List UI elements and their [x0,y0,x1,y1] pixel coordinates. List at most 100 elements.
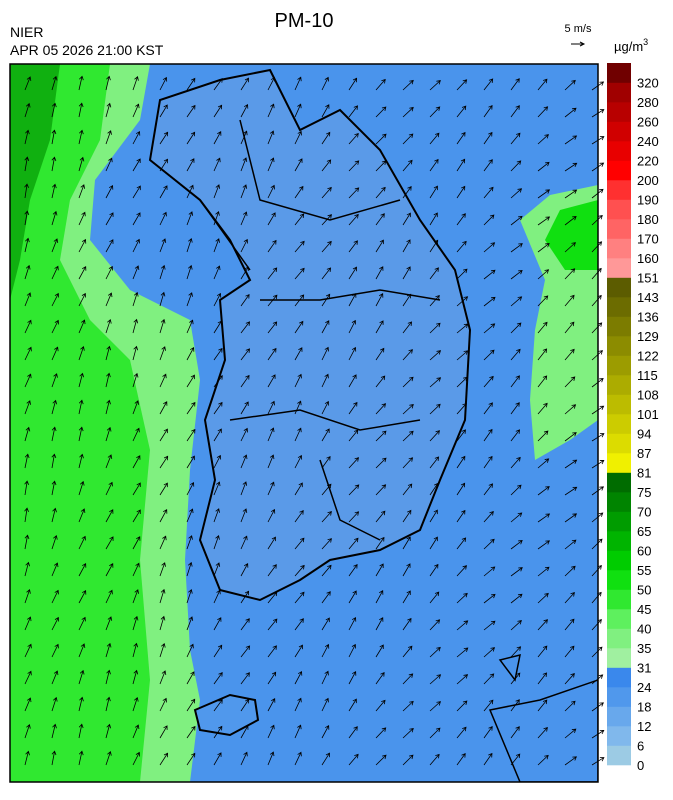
wind-arrow [213,454,222,469]
wind-arrow [510,753,521,766]
wind-arrow [51,319,59,334]
wind-arrow [240,751,248,766]
wind-arrow [132,291,139,307]
wind-arrow [240,130,248,145]
wind-arrow [510,429,521,442]
wind-arrow [456,213,466,226]
wind-arrow [483,296,496,307]
wind-arrow [132,615,139,631]
wind-arrow [51,616,60,631]
wind-arrow [294,697,302,712]
wind-arrow [321,214,332,226]
wind-arrow [537,727,548,739]
wind-arrow [213,752,222,766]
wind-arrow [456,158,466,172]
wind-arrow [267,212,276,226]
wind-arrow [375,78,386,91]
wind-arrow [105,589,113,604]
colorbar-segment [607,82,631,103]
wind-arrow [78,723,84,739]
wind-arrow [537,540,550,550]
wind-arrow [402,106,414,118]
wind-arrow [78,156,85,172]
wind-arrow [321,538,332,550]
wind-arrow [159,670,167,685]
wind-arrow [78,535,86,550]
wind-arrow [105,184,114,199]
wind-arrow [159,615,166,631]
wind-arrow [186,374,195,388]
wind-arrow [186,237,193,253]
colorbar-tick-label: 35 [637,641,651,656]
wind-arrow [132,536,141,550]
wind-arrow [294,103,302,118]
wind-arrow [294,320,304,334]
wind-arrow [591,322,603,334]
colorbar-segment [607,745,631,766]
colorbar-tick-label: 260 [637,115,659,130]
wind-arrow [24,373,32,388]
colorbar-segment [607,394,631,415]
wind-arrow [564,79,576,91]
wind-arrow [186,346,195,361]
wind-arrow [105,292,113,307]
wind-arrow [132,345,139,361]
colorbar-tick-label: 101 [637,407,659,422]
wind-arrow [375,563,384,577]
colorbar: 0 6 12 18 24 31 35 40 45 50 55 60 65 70 75 81 87 94 101 108… [607,63,659,773]
wind-arrow [321,240,332,253]
wind-arrow [24,616,32,631]
wind-arrow [24,183,29,199]
colorbar-tick-label: 108 [637,388,659,403]
wind-arrow [537,458,550,469]
wind-arrow [456,240,467,253]
wind-arrow [591,350,603,361]
wind-arrow [591,646,603,658]
wind-arrow [375,403,387,415]
wind-arrow [105,102,112,118]
wind-arrow [51,156,57,172]
wind-arrow [402,645,413,658]
colorbar-tick-label: 122 [637,349,659,364]
colorbar-tick-label: 87 [637,446,651,461]
wind-arrow [510,188,523,199]
wind-arrow [429,701,441,712]
wind-arrow [321,617,330,631]
wind-arrow [51,373,58,388]
wind-arrow [564,107,577,118]
wind-arrow [159,264,166,280]
wind-arrow [564,700,576,712]
wind-arrow [267,671,277,685]
wind-arrow [240,238,249,253]
wind-arrow [186,588,193,604]
wind-arrow [294,591,305,604]
wind-arrow [375,375,386,388]
wind-arrow [186,698,196,712]
wind-arrow [429,619,441,631]
wind-arrow [321,752,330,766]
wind-arrow [24,346,32,361]
wind-arrow [213,184,221,199]
wind-arrow [267,427,275,442]
colorbar-segment [607,648,631,668]
wind-arrow [105,536,114,550]
wind-arrow [294,130,302,145]
wind-arrow [348,643,357,658]
wind-arrow [483,593,496,604]
wind-arrow [591,565,602,577]
wind-arrow [510,567,523,577]
wind-arrow [402,159,413,172]
unit-sup: 3 [643,37,648,47]
wind-arrow [24,643,32,658]
wind-arrow [510,105,520,118]
wind-arrow [402,293,412,307]
wind-arrow [159,76,168,91]
wind-arrow [240,321,251,334]
wind-arrow [483,510,494,523]
wind-arrow [348,726,358,739]
wind-arrow [78,102,84,118]
colorbar-segment [607,511,631,532]
wind-arrow [51,238,59,253]
wind-arrow [564,294,575,307]
wind-arrow [186,561,193,577]
